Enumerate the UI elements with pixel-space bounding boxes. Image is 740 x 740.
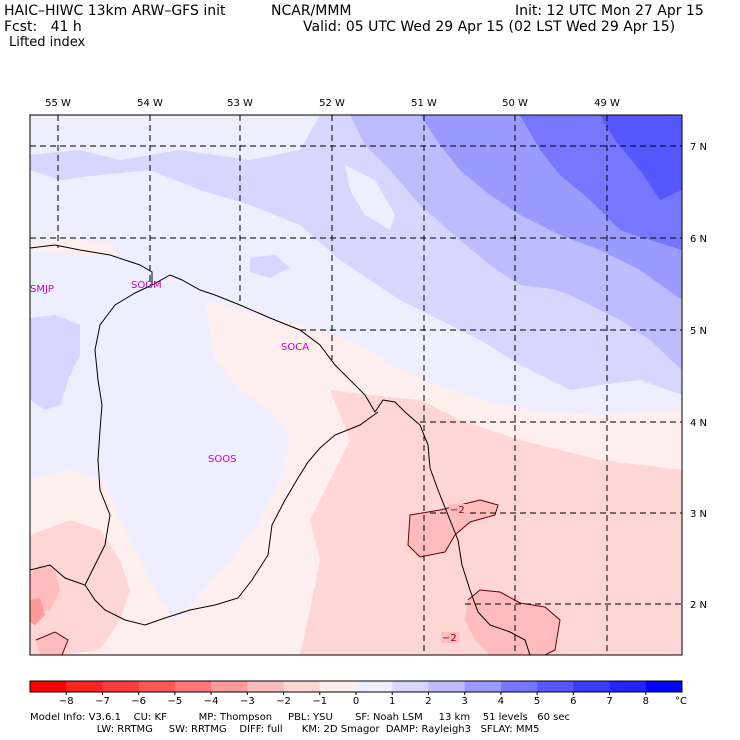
forecast-hour: Fcst: 41 h bbox=[4, 19, 82, 35]
lon-label-53w: 53 W bbox=[227, 98, 253, 109]
colorbar-tick-label: 6 bbox=[570, 696, 576, 707]
lon-label-54w: 54 W bbox=[137, 98, 163, 109]
colorbar-swatch bbox=[283, 681, 321, 692]
lat-label-6n: 6 N bbox=[690, 234, 707, 245]
colorbar-tick-label: −8 bbox=[59, 696, 74, 707]
colorbar-tick-label: 7 bbox=[606, 696, 612, 707]
model-title: HAIC–HIWC 13km ARW–GFS init bbox=[4, 3, 226, 19]
colorbar-tick-label: −7 bbox=[95, 696, 110, 707]
colorbar-tick-label: 5 bbox=[534, 696, 540, 707]
lon-label-51w: 51 W bbox=[411, 98, 437, 109]
colorbar-tick-label: 8 bbox=[643, 696, 649, 707]
colorbar-swatch bbox=[247, 681, 284, 692]
colorbar: −8 −7 −6 −5 −4 −3 −2 −1 0 1 2 3 4 5 6 7 8 bbox=[29, 680, 683, 707]
colorbar-tick-label: −1 bbox=[312, 696, 327, 707]
lifted-index-shading bbox=[30, 115, 682, 655]
colorbar-tick-label: 1 bbox=[389, 696, 395, 707]
colorbar-swatch bbox=[138, 681, 176, 692]
colorbar-swatch bbox=[356, 681, 393, 692]
lon-label-50w: 50 W bbox=[502, 98, 528, 109]
colorbar-swatch bbox=[174, 681, 212, 692]
colorbar-swatch bbox=[30, 681, 67, 692]
colorbar-tick-label: −5 bbox=[168, 696, 183, 707]
colorbar-tick-label: 4 bbox=[498, 696, 504, 707]
colorbar-tick-label: −6 bbox=[131, 696, 146, 707]
colorbar-tick-label: 2 bbox=[425, 696, 431, 707]
colorbar-tick-label: −4 bbox=[204, 696, 219, 707]
colorbar-tick-label: −3 bbox=[240, 696, 255, 707]
colorbar-swatch bbox=[211, 681, 248, 692]
station-labels: SMJP SOGM SOCA SOOS bbox=[30, 280, 309, 465]
organization: NCAR/MMM bbox=[271, 3, 352, 19]
station-sogm: SOGM bbox=[131, 280, 162, 291]
colorbar-swatch bbox=[609, 681, 647, 692]
station-soca: SOCA bbox=[281, 342, 309, 353]
colorbar-swatch bbox=[500, 681, 538, 692]
colorbar-swatch bbox=[645, 681, 683, 692]
lon-label-55w: 55 W bbox=[45, 98, 71, 109]
lat-label-7n: 7 N bbox=[690, 142, 707, 153]
colorbar-tick-label: 3 bbox=[461, 696, 467, 707]
contour-label: −2 bbox=[450, 505, 465, 516]
colorbar-swatch bbox=[573, 681, 610, 692]
field-name: Lifted index bbox=[9, 35, 86, 50]
latitude-labels: 7 N 6 N 5 N 4 N 3 N 2 N bbox=[690, 142, 707, 611]
colorbar-tick-label: 0 bbox=[353, 696, 359, 707]
colorbar-swatch bbox=[102, 681, 139, 692]
valid-time: Valid: 05 UTC Wed 29 Apr 15 (02 LST Wed … bbox=[303, 19, 676, 35]
init-time: Init: 12 UTC Mon 27 Apr 15 bbox=[515, 3, 704, 19]
colorbar-swatch bbox=[392, 681, 429, 692]
lon-label-52w: 52 W bbox=[319, 98, 345, 109]
colorbar-swatch bbox=[428, 681, 465, 692]
station-smjp: SMJP bbox=[30, 284, 54, 295]
colorbar-swatch bbox=[464, 681, 502, 692]
lat-label-5n: 5 N bbox=[690, 326, 707, 337]
lat-label-4n: 4 N bbox=[690, 418, 707, 429]
colorbar-swatch bbox=[319, 681, 357, 692]
coastline-borders bbox=[30, 244, 531, 655]
colorbar-tick-label: −2 bbox=[276, 696, 291, 707]
lat-label-3n: 3 N bbox=[690, 509, 707, 520]
station-soos: SOOS bbox=[208, 454, 236, 465]
contour-value-labels: −2 −2 bbox=[441, 504, 467, 644]
plot-frame bbox=[29, 114, 683, 656]
colorbar-unit: °C bbox=[675, 696, 687, 707]
contour-label: −2 bbox=[442, 633, 457, 644]
model-info-line1: Model Info: V3.6.1 CU: KF MP: Thompson P… bbox=[30, 712, 570, 723]
graticule bbox=[30, 115, 682, 655]
lon-label-49w: 49 W bbox=[594, 98, 620, 109]
colorbar-swatch bbox=[66, 681, 103, 692]
longitude-labels: 55 W 54 W 53 W 52 W 51 W 50 W 49 W bbox=[45, 98, 620, 109]
lat-label-2n: 2 N bbox=[690, 600, 707, 611]
colorbar-swatch bbox=[537, 681, 574, 692]
model-info-line2: LW: RRTMG SW: RRTMG DIFF: full KM: 2D Sm… bbox=[30, 724, 540, 735]
